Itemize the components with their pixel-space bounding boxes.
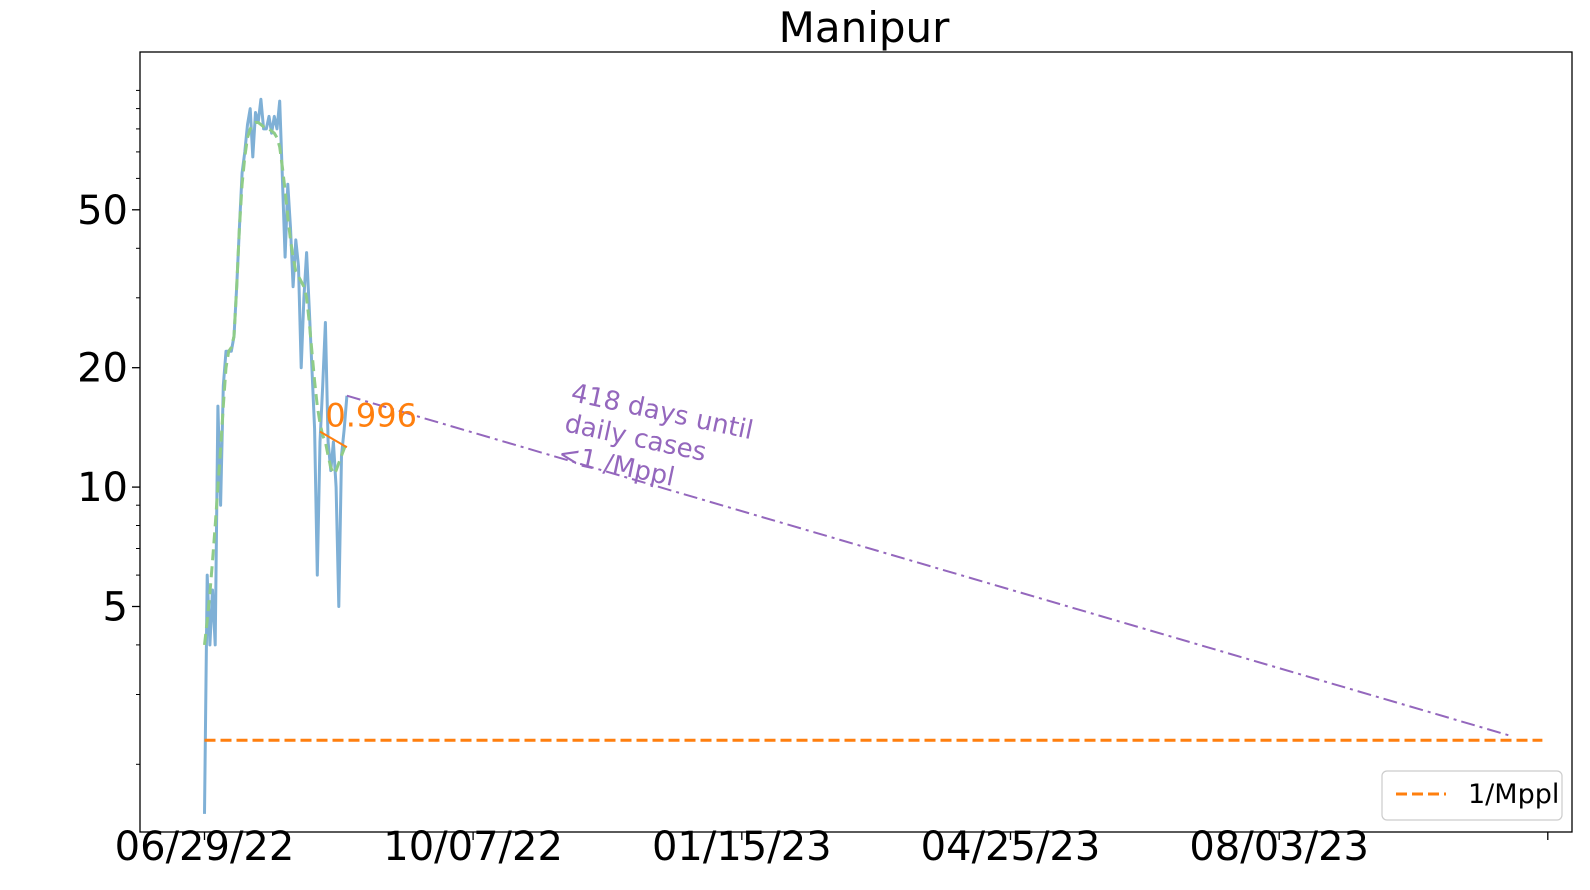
- x-tick-label: 10/07/22: [383, 824, 563, 870]
- y-tick-label: 10: [77, 465, 128, 511]
- series-projection: [346, 394, 1514, 738]
- x-tick-label: 06/29/22: [115, 824, 295, 870]
- series-smoothed-trend: [203, 121, 349, 646]
- plot-frame: [139, 51, 1573, 833]
- y-tick-label: 5: [103, 585, 128, 631]
- legend: 1/Mppl: [1381, 770, 1563, 821]
- legend-label-1-mppl: 1/Mppl: [1468, 779, 1559, 810]
- plot-series: [203, 97, 1543, 814]
- series-ratio-marker: [319, 430, 348, 449]
- x-tick-label: 01/15/23: [652, 824, 832, 870]
- y-tick-label: 50: [77, 188, 128, 234]
- chart-title: Manipur: [779, 3, 951, 52]
- y-tick-label: 20: [77, 346, 128, 392]
- y-axis: 5 10 20 50: [77, 89, 140, 765]
- x-tick-label: 04/25/23: [921, 824, 1101, 870]
- legend-box: [1381, 770, 1563, 821]
- x-axis: 06/29/22 10/07/22 01/15/23 04/25/23 08/03/23: [115, 824, 1549, 870]
- x-tick-label: 08/03/23: [1189, 824, 1369, 870]
- annotation-ratio: 0.996: [325, 397, 417, 435]
- series-raw-daily-cases: [203, 97, 349, 814]
